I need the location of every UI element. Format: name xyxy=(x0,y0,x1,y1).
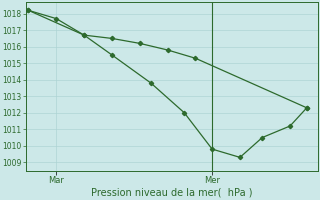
X-axis label: Pression niveau de la mer(  hPa ): Pression niveau de la mer( hPa ) xyxy=(91,188,252,198)
